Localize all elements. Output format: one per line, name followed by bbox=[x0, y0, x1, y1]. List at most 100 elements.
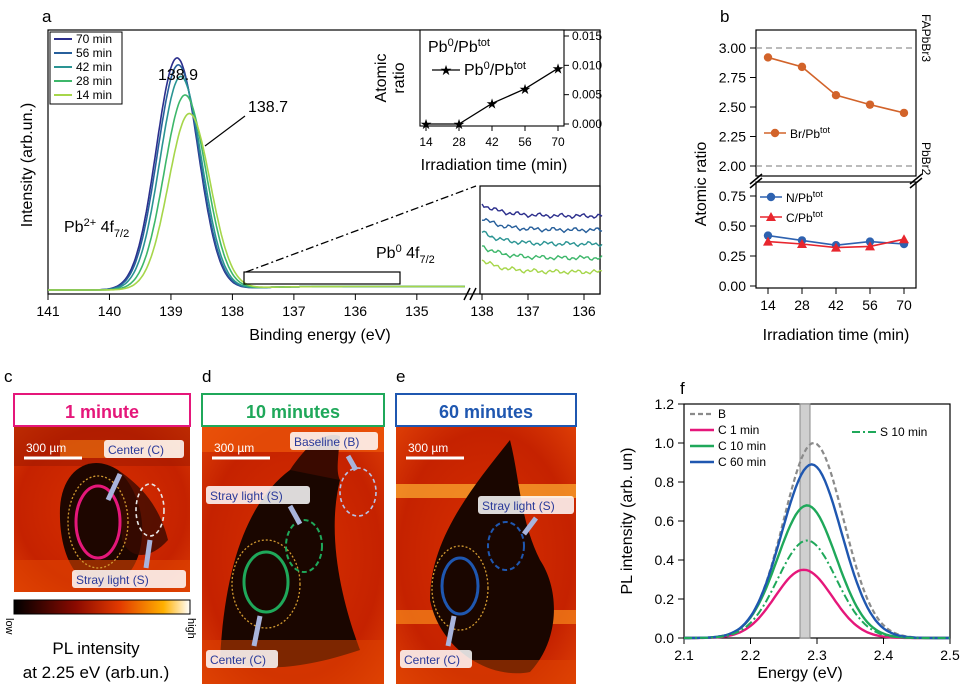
data-point: ★ bbox=[420, 116, 433, 132]
x-tick-label: 2.5 bbox=[940, 647, 960, 663]
map-c-label-center: Center (C) bbox=[108, 443, 164, 457]
inset-ylabel-line2: ratio bbox=[391, 62, 408, 93]
legend-label: 70 min bbox=[76, 32, 112, 46]
inset-xlabel: Irradiation time (min) bbox=[421, 157, 568, 174]
panel-label-c: c bbox=[4, 367, 13, 386]
axis-break-mark-b bbox=[749, 173, 923, 189]
map-d-label-stray: Stray light (S) bbox=[210, 489, 283, 503]
map-c-arrow bbox=[105, 472, 123, 502]
map-c-label-stray: Stray light (S) bbox=[76, 573, 149, 587]
y-tick-label: 3.00 bbox=[719, 40, 746, 56]
y-tick-label: 0.8 bbox=[655, 474, 675, 490]
series-line bbox=[684, 463, 950, 640]
data-point bbox=[865, 241, 875, 251]
colorbar-low-label: low bbox=[3, 618, 15, 635]
legend-label: C 10 min bbox=[718, 439, 766, 453]
x-tick-label: 28 bbox=[794, 297, 810, 313]
panel-b-ylabel: Atomic ratio bbox=[693, 142, 710, 227]
data-point: ★ bbox=[486, 95, 499, 111]
zoom-inset-curves bbox=[481, 203, 603, 275]
legend-marker bbox=[766, 192, 776, 202]
panel-f-ticks: 2.1 2.2 2.3 2.4 2.5 0.0 0.2 0.4 0.6 0.8 1.0 1.2 bbox=[655, 396, 960, 663]
legend-marker bbox=[766, 212, 776, 221]
panel-a-xlabel: Binding energy (eV) bbox=[249, 327, 390, 344]
panel-label-a: a bbox=[42, 7, 52, 26]
map-e-stray-roi bbox=[487, 521, 525, 571]
series-line bbox=[684, 441, 950, 640]
map-d-center-roi bbox=[242, 550, 290, 614]
panel-a-inset: Pb0/Pbtot Atomic ratio Irradiation time … bbox=[373, 29, 602, 174]
map-d-stray-roi bbox=[285, 519, 323, 573]
map-e-center-roi bbox=[440, 556, 480, 616]
data-point bbox=[831, 91, 841, 100]
y-tick-label: 1.2 bbox=[655, 396, 675, 412]
x-tick-label: 28 bbox=[452, 135, 466, 149]
x-tick-label: 42 bbox=[828, 297, 844, 313]
map-e-scale-label: 300 µm bbox=[408, 441, 448, 455]
panel-f: f PL intensity (arb. un) Energy (eV) 2.1… bbox=[619, 379, 960, 682]
y-tick-label: 0.50 bbox=[719, 218, 746, 234]
map-d-arrow bbox=[251, 615, 263, 647]
data-point bbox=[899, 108, 909, 118]
inset-marks: 0.000 0.005 0.010 0.015 14 28 42 56 70 ★ ★ ★ ★ ★ ★ Pb0/… bbox=[419, 29, 602, 149]
legend-n-pbtot: N/Pbtot bbox=[786, 189, 823, 205]
data-point bbox=[763, 53, 773, 62]
panel-f-ylabel: PL intensity (arb. un) bbox=[619, 447, 636, 594]
panel-b-frame-upper bbox=[755, 29, 917, 177]
y-tick-label: 2.25 bbox=[719, 129, 746, 145]
axis-break-mark bbox=[463, 287, 477, 301]
map-d-center-halo bbox=[231, 539, 301, 629]
x-tick-label: 56 bbox=[862, 297, 878, 313]
map-c-scale-label: 300 µm bbox=[26, 441, 66, 455]
x-tick-label: 42 bbox=[485, 135, 499, 149]
legend-label: B bbox=[718, 407, 726, 421]
colorbar-label-line2: at 2.25 eV (arb.un.) bbox=[23, 663, 169, 682]
y-tick-label: 0.6 bbox=[655, 513, 675, 529]
zoom-series-line bbox=[481, 230, 603, 248]
map-d-arrow bbox=[345, 454, 359, 472]
panel-f-xlabel: Energy (eV) bbox=[757, 665, 842, 682]
y-tick-label: 1.0 bbox=[655, 435, 675, 451]
map-d-title: 10 minutes bbox=[246, 402, 340, 422]
map-e-arrow bbox=[522, 516, 538, 536]
zoom-series-line bbox=[481, 203, 603, 220]
panel-a-curves bbox=[48, 57, 465, 291]
panel-label-d: d bbox=[202, 367, 211, 386]
ref-line-label-pbbr2: PbBr2 bbox=[919, 142, 933, 176]
colorbar bbox=[13, 599, 191, 615]
legend-c-pbtot: C/Pbtot bbox=[786, 209, 823, 225]
y-tick-label: 0.2 bbox=[655, 591, 675, 607]
legend-label: 14 min bbox=[76, 88, 112, 102]
inset-title: Pb0/Pbtot bbox=[428, 37, 490, 56]
x-tick-label: 14 bbox=[419, 135, 433, 149]
data-point: ★ bbox=[453, 116, 466, 132]
y-tick-label: 2.50 bbox=[719, 99, 746, 115]
map-d-scale-label: 300 µm bbox=[214, 441, 254, 455]
series-line bbox=[48, 112, 465, 291]
data-point: ★ bbox=[552, 60, 565, 76]
data-point: ★ bbox=[519, 81, 532, 97]
panel-f-curves bbox=[684, 441, 950, 640]
colorbar-high-label: high bbox=[185, 618, 197, 639]
x-tick-label: 56 bbox=[518, 135, 532, 149]
x-tick-label: 138 bbox=[221, 303, 245, 319]
map-e-label-center: Center (C) bbox=[404, 653, 460, 667]
y-tick-label: 0.00 bbox=[719, 278, 746, 294]
annotation-138-7: 138.7 bbox=[248, 99, 288, 116]
y-tick-label: 0.0 bbox=[655, 630, 675, 646]
x-tick-label: 70 bbox=[551, 135, 565, 149]
map-e-label-stray: Stray light (S) bbox=[482, 499, 555, 513]
x-tick-label: 2.2 bbox=[741, 647, 761, 663]
y-tick-label: 0.75 bbox=[719, 188, 746, 204]
legend-label: 56 min bbox=[76, 46, 112, 60]
panel-e: e 60 minutes 300 µm Stray light (S) Cent… bbox=[395, 367, 577, 684]
annotation-138-9: 138.9 bbox=[158, 67, 198, 84]
x-tick-label: 138 bbox=[470, 303, 494, 319]
x-tick-label: 2.4 bbox=[874, 647, 894, 663]
zoom-region-box bbox=[243, 271, 401, 285]
data-point bbox=[797, 239, 807, 248]
y-tick-label: 0.25 bbox=[719, 248, 746, 264]
zoom-series-line bbox=[481, 217, 603, 234]
map-c-center-halo bbox=[67, 475, 129, 569]
